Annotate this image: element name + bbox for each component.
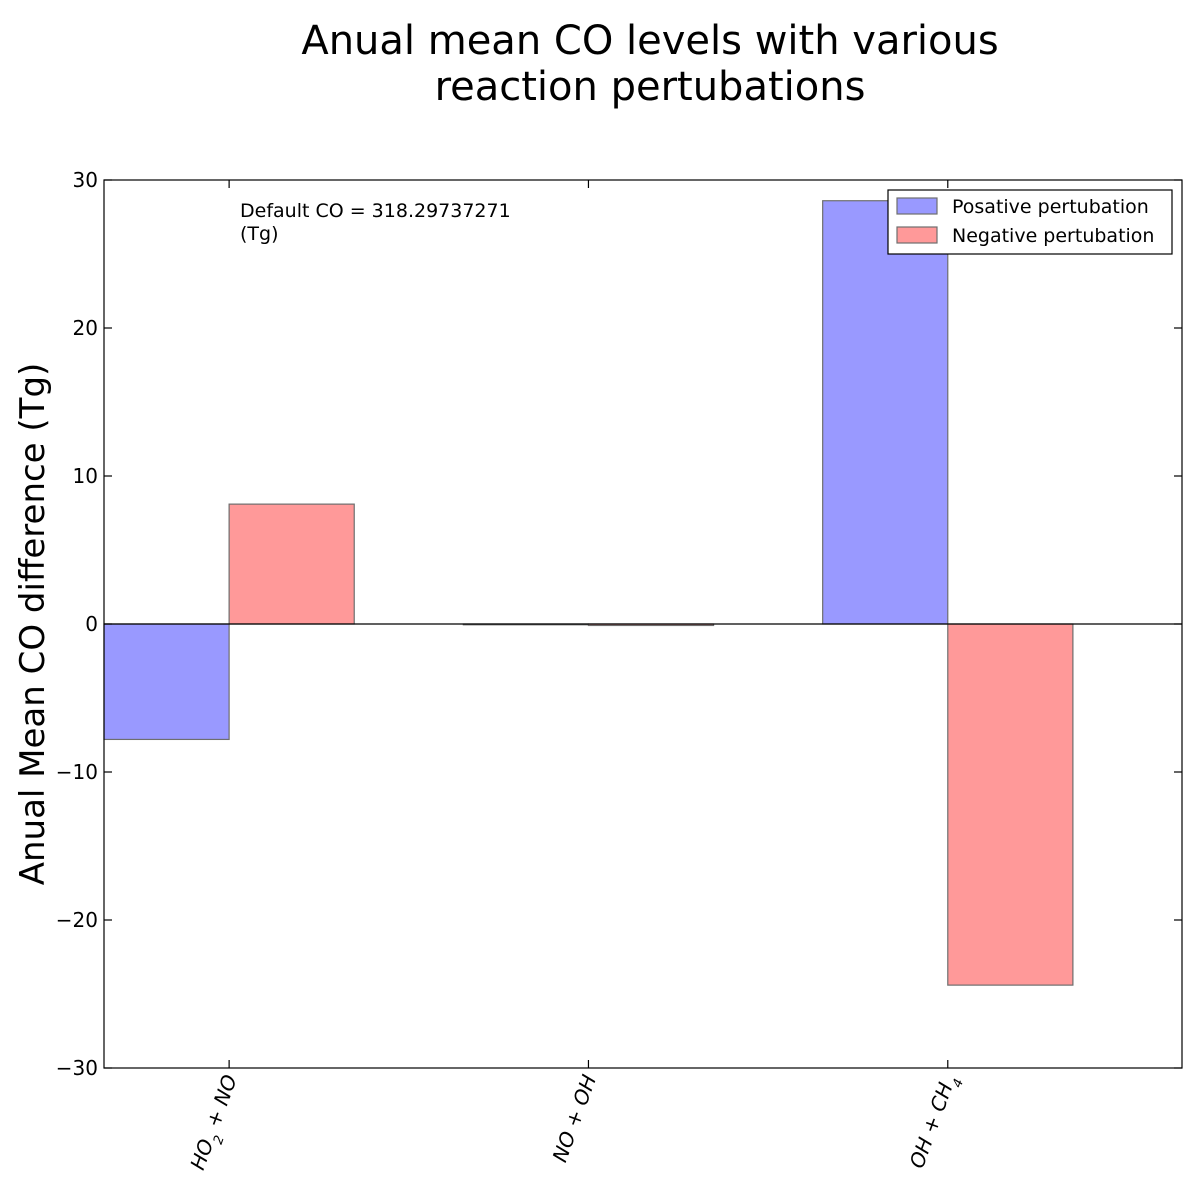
bar-negative-2	[947, 623, 1074, 986]
legend-swatch-positive	[896, 197, 938, 215]
x-tick-label: HO2 + NO	[185, 1072, 248, 1176]
annotation-line-1: Default CO = 318.29737271	[240, 200, 511, 222]
y-tick-label: −10	[56, 760, 98, 784]
annotation-line-2: (Tg)	[240, 223, 279, 245]
bar-positive-0	[103, 623, 230, 741]
chart-title: Anual mean CO levels with various reacti…	[100, 18, 1200, 110]
y-axis-label: Anual Mean CO difference (Tg)	[13, 363, 53, 886]
default-co-annotation: Default CO = 318.29737271 (Tg)	[240, 200, 517, 245]
bar-negative-0	[228, 503, 355, 625]
bar-positive-2	[822, 200, 949, 625]
bars-group	[103, 200, 1074, 986]
y-axis-ticks: −30 −20 −10 0 10 20 30	[56, 168, 1182, 1080]
x-tick-label: OH + CH4	[905, 1072, 967, 1174]
legend: Posative pertubation Negative pertubation	[887, 189, 1173, 255]
y-tick-label: −20	[56, 908, 98, 932]
y-tick-label: 20	[73, 316, 98, 340]
y-tick-label: −30	[56, 1056, 98, 1080]
legend-label-positive: Posative pertubation	[952, 196, 1149, 218]
x-tick-label: NO + OH	[547, 1072, 601, 1166]
chart-title-line-2: reaction pertubations	[434, 64, 866, 110]
chart-title-line-1: Anual mean CO levels with various	[301, 18, 999, 64]
y-tick-label: 10	[73, 464, 98, 488]
y-tick-label: 30	[73, 168, 98, 192]
y-tick-label: 0	[85, 612, 98, 636]
legend-swatch-negative	[896, 226, 938, 244]
legend-label-negative: Negative pertubation	[952, 225, 1154, 247]
